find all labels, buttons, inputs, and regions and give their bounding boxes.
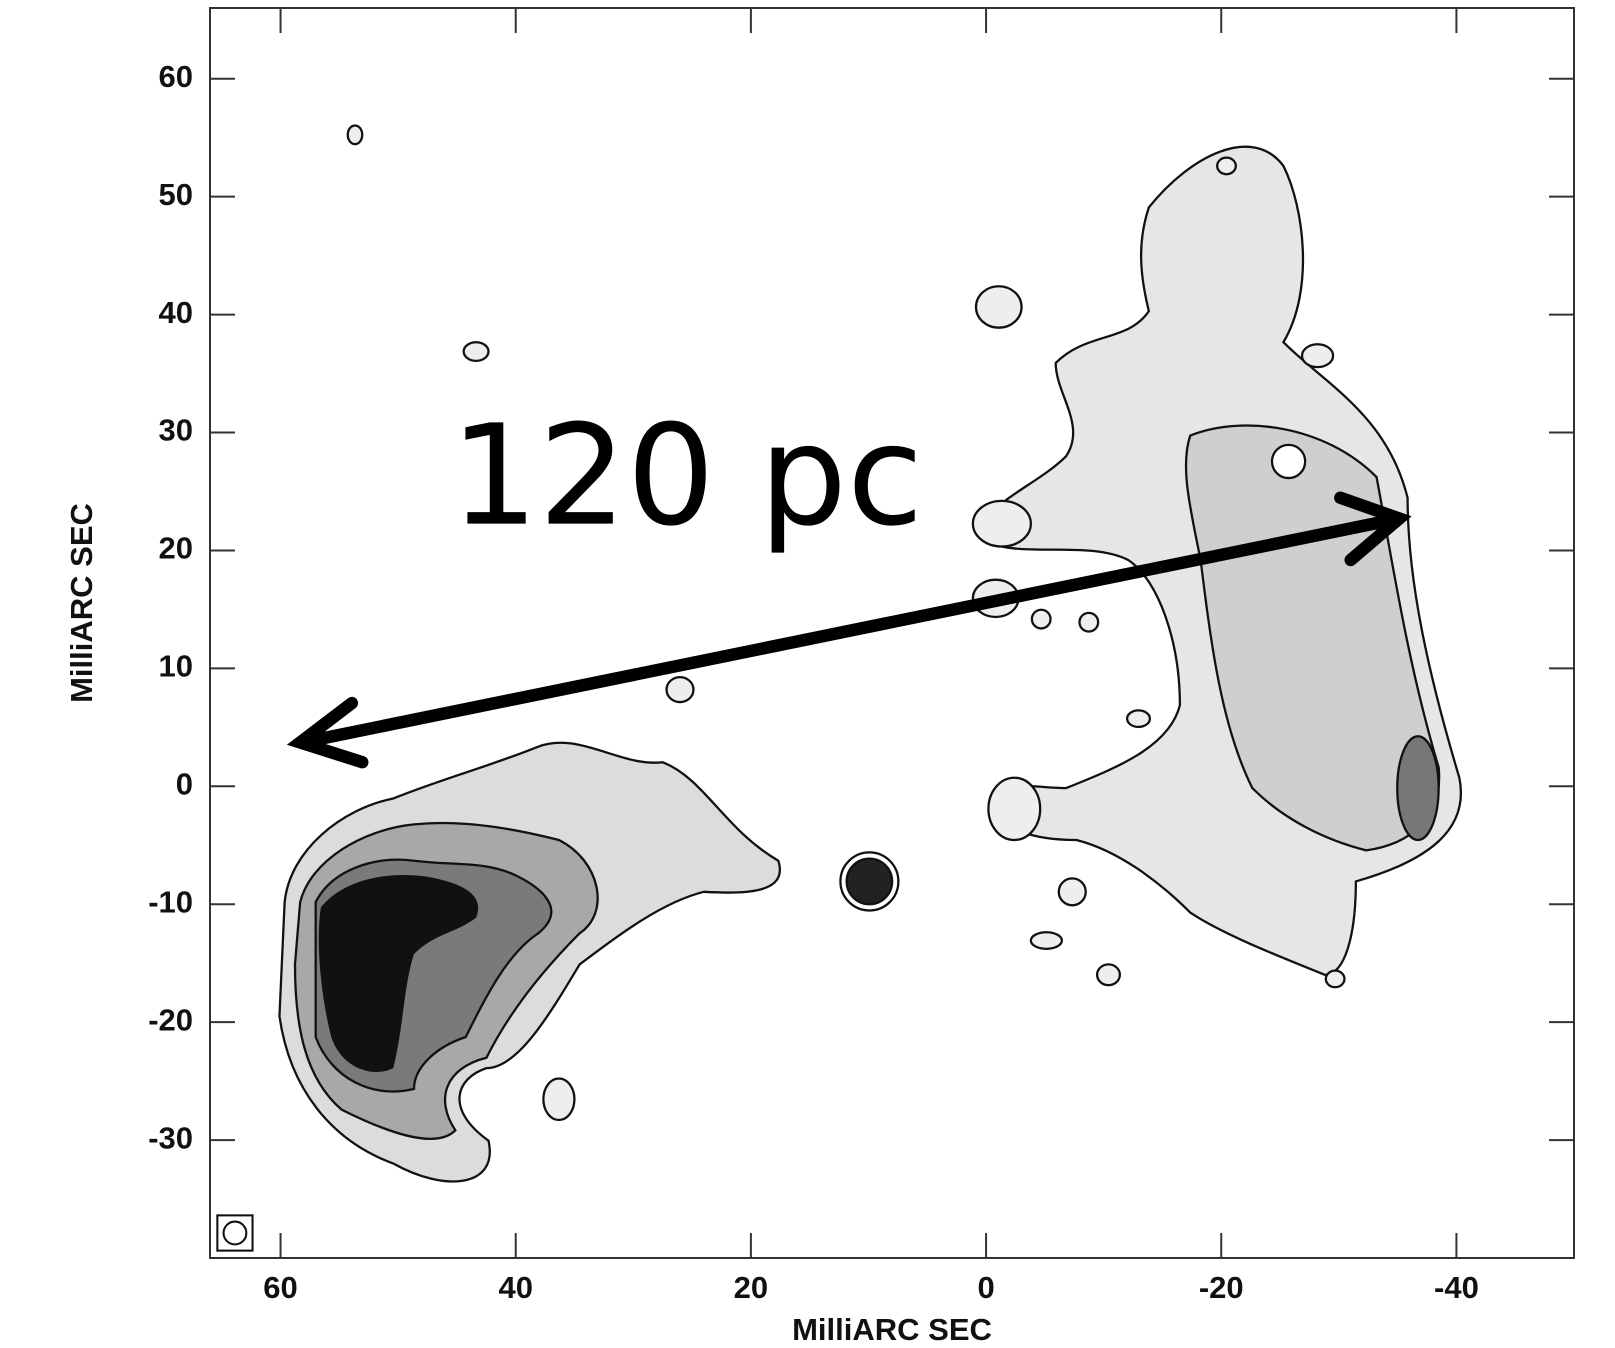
x-tick-label: -20 bbox=[1199, 1270, 1244, 1305]
x-tick-label: -40 bbox=[1434, 1270, 1479, 1305]
y-tick-label: 0 bbox=[176, 766, 193, 801]
core bbox=[845, 857, 894, 906]
right-lobe-peak bbox=[1396, 735, 1440, 842]
annotation: 120 pc bbox=[450, 395, 923, 557]
islands bbox=[346, 124, 1346, 1122]
image-layer: 120 pc bbox=[216, 124, 1462, 1252]
plot-frame bbox=[209, 7, 1575, 1259]
left-lobe-core bbox=[318, 874, 479, 1072]
y-tick-label: -30 bbox=[148, 1120, 193, 1155]
y-tick-label: 10 bbox=[159, 649, 193, 684]
x-tick-label: 20 bbox=[734, 1270, 768, 1305]
y-tick-label: 40 bbox=[159, 295, 193, 330]
y-tick-label: 30 bbox=[159, 413, 193, 448]
x-tick-label: 40 bbox=[498, 1270, 532, 1305]
scale-arrow bbox=[286, 491, 1412, 769]
y-tick-label: -20 bbox=[148, 1002, 193, 1037]
y-tick-label: 60 bbox=[159, 59, 193, 94]
x-tick-label: 0 bbox=[977, 1270, 994, 1305]
y-tick-label: 50 bbox=[159, 177, 193, 212]
beam-box bbox=[216, 1214, 254, 1252]
y-tick-label: 20 bbox=[159, 531, 193, 566]
y-tick-label: -10 bbox=[148, 884, 193, 919]
x-axis-label: MilliARC SEC bbox=[792, 1312, 992, 1347]
core-contour bbox=[839, 851, 900, 912]
y-axis-label: MilliARC SEC bbox=[64, 503, 99, 703]
beam bbox=[222, 1220, 248, 1246]
x-tick-label: 60 bbox=[263, 1270, 297, 1305]
contour-hole bbox=[1270, 443, 1307, 480]
